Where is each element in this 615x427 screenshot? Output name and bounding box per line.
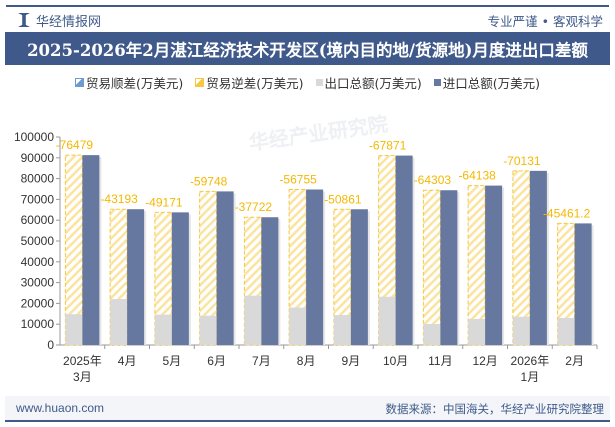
y-tick-label: 70000 <box>21 192 55 206</box>
import-bar <box>171 212 189 345</box>
y-tick-label: 10000 <box>21 317 55 331</box>
import-bar <box>306 189 324 345</box>
x-tick-label: 9月 <box>342 354 361 368</box>
import-swatch <box>433 79 441 86</box>
export-bar <box>244 295 262 345</box>
deficit-label: -50861 <box>324 192 362 206</box>
export-bar <box>110 299 128 345</box>
brand: 华经情报网 <box>18 10 101 30</box>
y-tick-label: 20000 <box>21 296 55 310</box>
data-source: 数据来源：中国海关，华经产业研究院整理 <box>385 402 605 416</box>
import-bar <box>485 185 503 345</box>
import-bar <box>261 217 279 345</box>
import-bar <box>440 190 458 345</box>
x-tick-label: 12月 <box>472 354 497 368</box>
legend-label: 出口总额(万美元) <box>324 76 422 91</box>
export-bar <box>333 315 351 345</box>
export-bar <box>199 315 217 345</box>
x-tick-label: 5月 <box>163 354 182 368</box>
deficit-label: -49171 <box>145 195 183 209</box>
deficit-label: -64303 <box>414 173 452 187</box>
legend-deficit: 贸易逆差(万美元) <box>195 73 304 92</box>
export-bar <box>423 323 441 345</box>
chart-title: 2025-2026年2月湛江经济技术开发区(境内目的地/货源地)月度进出口差额 <box>5 32 610 65</box>
x-tick-label: 1月 <box>521 370 540 384</box>
export-bar <box>378 296 396 345</box>
x-tick-label: 2月 <box>565 354 584 368</box>
x-tick-label: 11月 <box>428 354 452 368</box>
deficit-label: -37722 <box>235 200 273 214</box>
export-bar <box>154 314 172 345</box>
y-tick-label: 100000 <box>14 130 54 144</box>
deficit-label: -43193 <box>100 192 138 206</box>
export-bar <box>289 307 307 345</box>
y-tick-label: 90000 <box>21 151 55 165</box>
x-tick-label: 3月 <box>73 370 92 384</box>
import-bar <box>127 209 145 345</box>
legend-surplus: 贸易顺差(万美元) <box>74 73 184 92</box>
import-bar <box>350 209 368 345</box>
export-bar <box>65 314 83 345</box>
deficit-bar <box>422 189 441 346</box>
import-bar <box>216 191 234 345</box>
surplus-swatch <box>74 78 84 87</box>
import-bar <box>82 155 100 345</box>
legend-export: 出口总额(万美元) <box>315 73 422 92</box>
y-tick-label: 0 <box>47 338 54 352</box>
legend-label: 贸易顺差(万美元) <box>85 76 184 91</box>
deficit-label: -76479 <box>56 138 94 152</box>
legend-label: 贸易逆差(万美元) <box>206 76 304 91</box>
y-tick-label: 60000 <box>21 213 55 227</box>
y-tick-label: 40000 <box>21 255 55 269</box>
legend-label: 进口总额(万美元) <box>442 76 541 91</box>
slogan: 专业严谨 • 客观科学 <box>487 14 603 29</box>
deficit-label: -70131 <box>503 154 541 168</box>
x-tick-label: 6月 <box>207 354 226 368</box>
import-bar <box>395 155 413 345</box>
x-tick-label: 2026年 <box>511 354 550 368</box>
x-tick-label: 2025年 <box>63 354 102 368</box>
legend: 贸易顺差(万美元) 贸易逆差(万美元) 出口总额(万美元) 进口总额(万美元) <box>0 73 615 92</box>
deficit-label: -56755 <box>279 173 317 187</box>
deficit-label: -67871 <box>369 139 407 153</box>
export-swatch <box>315 79 323 86</box>
website-link[interactable]: www.huaon.com <box>16 401 105 415</box>
y-tick-label: 80000 <box>21 172 55 186</box>
top-divider <box>6 5 609 7</box>
deficit-swatch <box>195 78 205 87</box>
import-bar <box>574 223 592 345</box>
y-tick-label: 30000 <box>21 276 55 290</box>
legend-import: 进口总额(万美元) <box>433 73 541 92</box>
footer: www.huaon.com 数据来源：中国海关，华经产业研究院整理 <box>5 396 610 422</box>
deficit-label: -59748 <box>190 174 228 188</box>
export-bar <box>512 316 530 345</box>
x-tick-label: 10月 <box>383 354 408 368</box>
x-tick-label: 8月 <box>297 354 316 368</box>
deficit-label: -64138 <box>458 169 496 183</box>
import-bar <box>529 170 547 345</box>
x-tick-label: 7月 <box>252 354 271 368</box>
export-bar <box>557 317 575 345</box>
y-tick-label: 50000 <box>21 234 55 248</box>
deficit-label: -45461.2 <box>543 206 591 220</box>
brand-name: 华经情报网 <box>36 14 102 30</box>
x-tick-label: 4月 <box>118 354 137 368</box>
export-bar <box>468 319 486 345</box>
